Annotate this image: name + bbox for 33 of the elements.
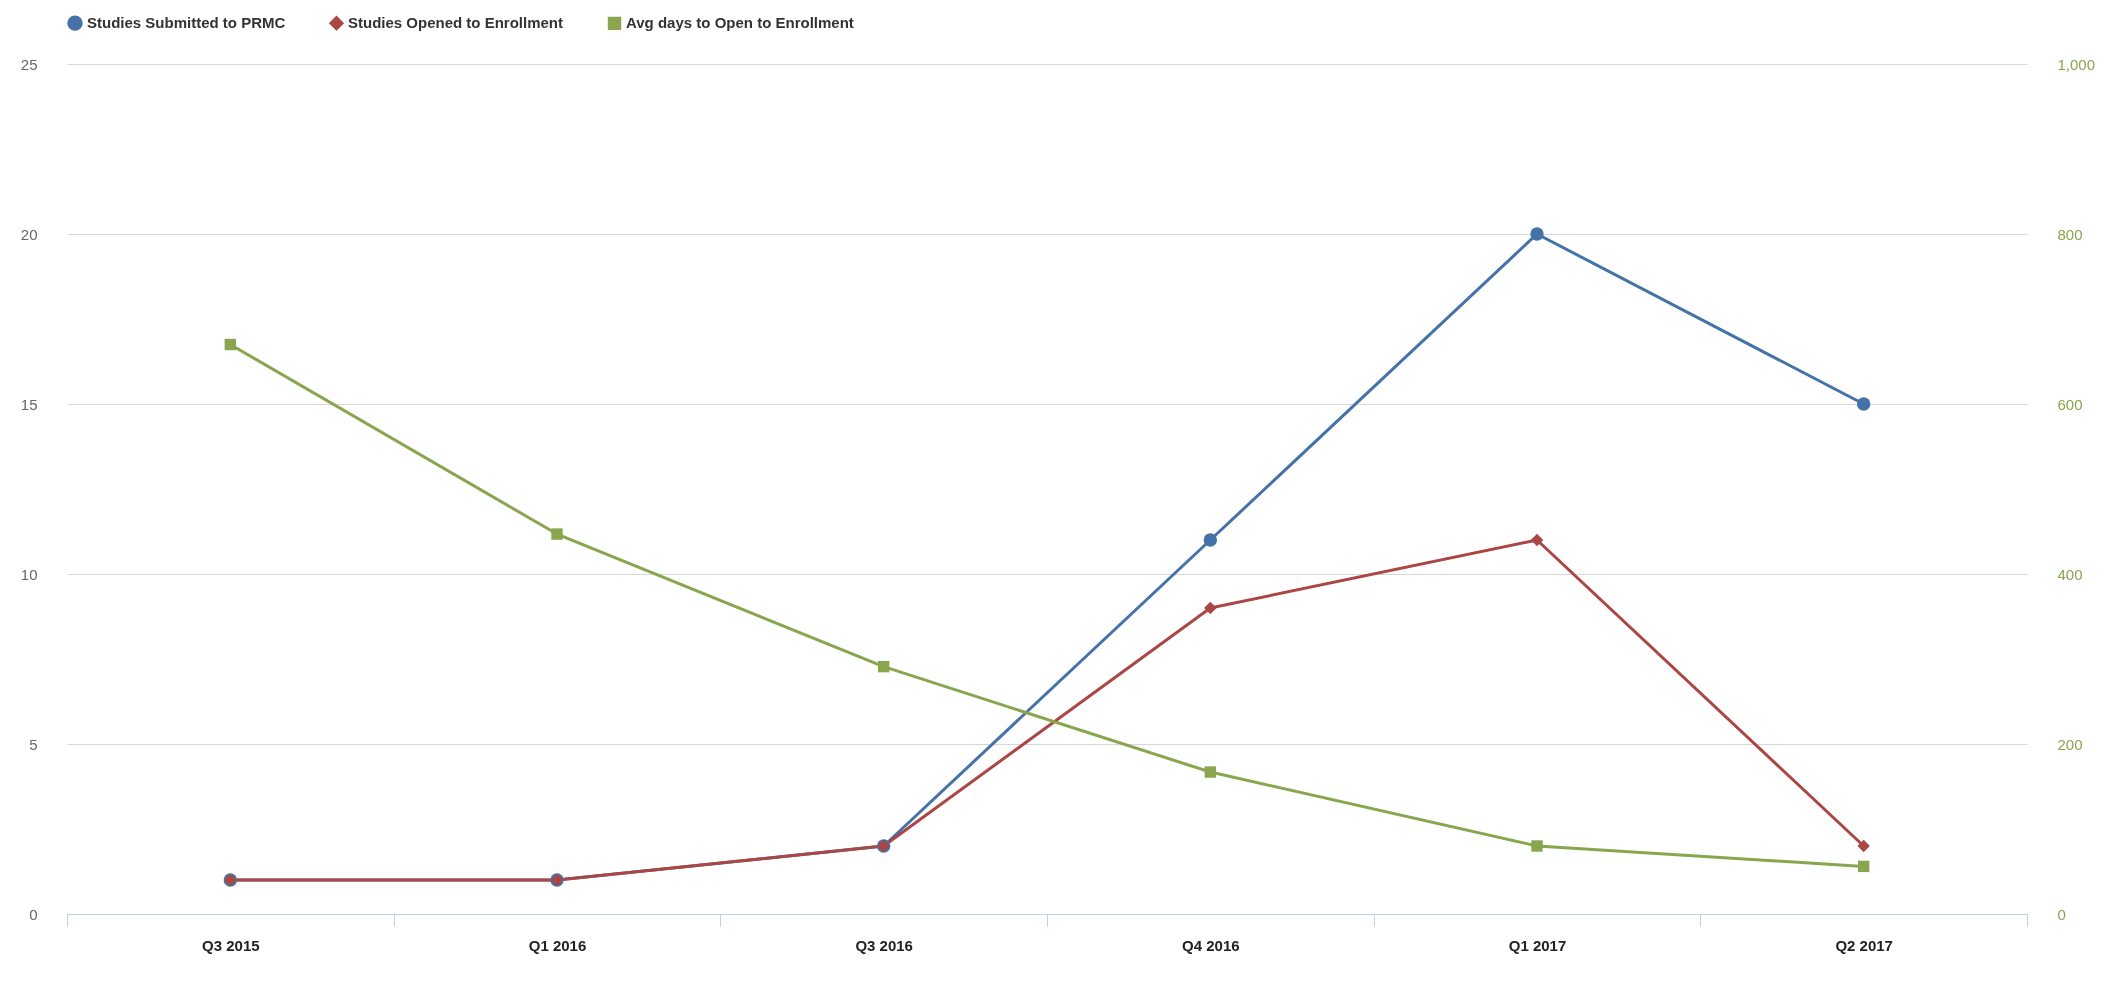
x-tick-label: Q1 2016: [528, 936, 587, 954]
point: [1857, 860, 1870, 873]
legend-label: Studies Submitted to PRMC: [87, 14, 286, 32]
point: [1857, 839, 1870, 853]
y2-tick-label: 200: [2057, 735, 2083, 753]
point: [1530, 227, 1544, 241]
point: [1204, 766, 1217, 778]
legend-label: Avg days to Open to Enrollment: [626, 14, 854, 32]
point: [224, 338, 237, 351]
y-tick-label: 10: [20, 565, 38, 583]
x-tick-label: Q2 2017: [1835, 936, 1893, 954]
y2-tick-label: 400: [2057, 565, 2083, 583]
point: [551, 528, 563, 540]
legend-label: Studies Opened to Enrollment: [348, 14, 564, 32]
y-tick-label: 15: [20, 395, 38, 413]
y-tick-label: 5: [29, 735, 38, 753]
y-tick-label: 0: [29, 905, 38, 923]
point: [1203, 533, 1218, 547]
y2-tick-label: 1,000: [2057, 55, 2096, 73]
point: [1530, 533, 1544, 547]
x-tick-label: Q4 2016: [1182, 936, 1240, 954]
y-tick-label: 20: [20, 225, 38, 243]
y2-tick-label: 800: [2057, 225, 2083, 243]
y-tick-label: 25: [20, 55, 38, 73]
point: [1531, 840, 1543, 852]
point: [1204, 601, 1217, 615]
point: [1856, 397, 1871, 411]
x-tick-label: Q3 2016: [855, 936, 913, 954]
x-tick-label: Q1 2017: [1508, 936, 1567, 954]
x-tick-label: Q3 2015: [202, 936, 260, 954]
point: [877, 660, 890, 673]
y2-tick-label: 600: [2057, 395, 2083, 413]
y2-tick-label: 0: [2057, 905, 2066, 923]
